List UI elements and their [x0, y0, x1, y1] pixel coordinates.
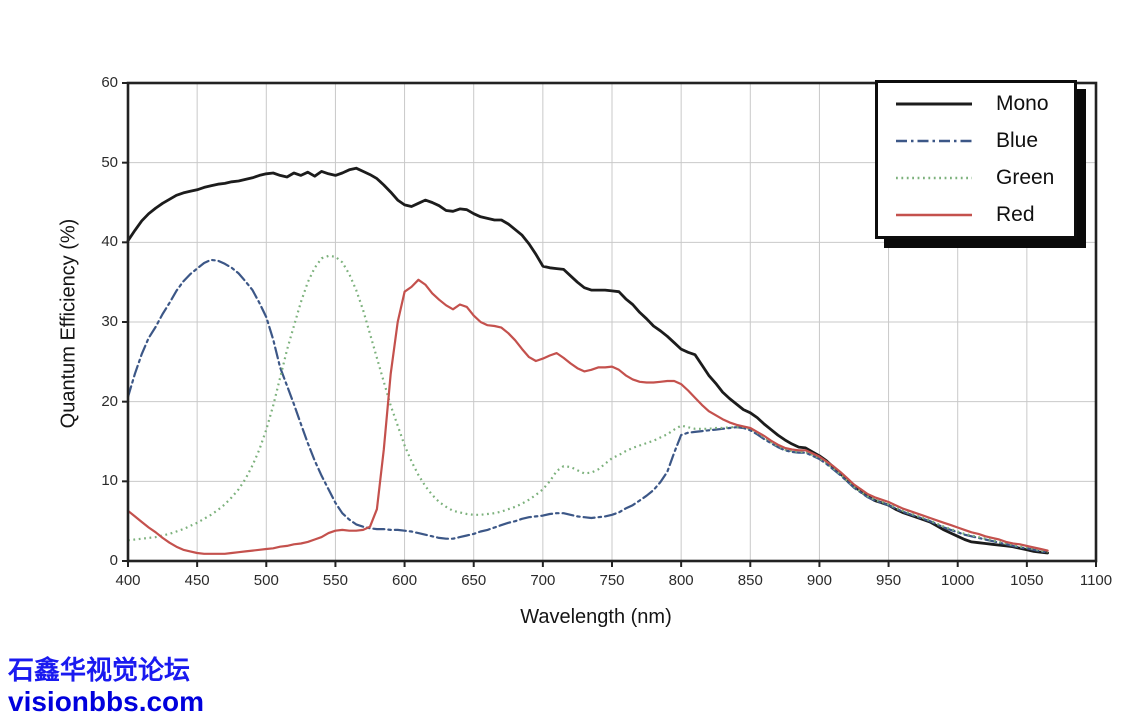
- x-tick-label: 550: [322, 572, 348, 589]
- watermark-site-url: visionbbs.com: [8, 686, 205, 717]
- x-tick-label: 500: [253, 572, 279, 589]
- x-tick-label: 650: [461, 572, 487, 589]
- x-axis-title: Wavelength (nm): [520, 606, 672, 628]
- legend-line-sample-mono: [896, 102, 972, 106]
- series-line-red: [126, 278, 1049, 555]
- legend-row-red: Red: [878, 198, 1074, 232]
- legend-label-green: Green: [996, 165, 1055, 189]
- y-tick-label: 20: [101, 392, 118, 410]
- x-tick-label: 1100: [1079, 572, 1113, 589]
- y-tick-label: 0: [109, 552, 118, 569]
- x-tick-label: 900: [806, 572, 832, 589]
- legend-label-blue: Blue: [996, 129, 1039, 153]
- x-tick-label: 450: [184, 572, 210, 589]
- legend-row-blue: Blue: [878, 124, 1074, 158]
- legend-label-red: Red: [996, 202, 1035, 226]
- x-tick-label: 1050: [1010, 572, 1044, 589]
- x-tick-label: 1000: [941, 572, 975, 589]
- x-tick-label: 400: [115, 572, 141, 589]
- y-tick-label: 50: [101, 153, 118, 171]
- y-tick-label: 30: [101, 313, 118, 330]
- y-tick-label: 10: [101, 472, 118, 490]
- legend-line-sample-green: [896, 176, 972, 180]
- legend-line-sample-blue: [896, 139, 972, 143]
- series-line-green: [127, 254, 1048, 554]
- x-tick-label: 750: [599, 572, 625, 589]
- watermark: 石鑫华视觉论坛 visionbbs.com: [8, 654, 204, 717]
- legend-label-mono: Mono: [996, 92, 1049, 116]
- series-line-blue: [126, 258, 1049, 554]
- x-tick-label: 800: [668, 572, 694, 589]
- x-tick-label: 700: [530, 572, 556, 589]
- legend: Mono Blue Green Red: [875, 80, 1077, 239]
- x-tick-label: 950: [876, 572, 902, 589]
- y-tick-label: 40: [101, 233, 118, 251]
- legend-line-sample-red: [896, 213, 972, 216]
- y-tick-label: 60: [101, 74, 118, 91]
- watermark-forum-name: 石鑫华视觉论坛: [8, 655, 191, 685]
- legend-row-mono: Mono: [878, 87, 1074, 121]
- x-tick-label: 600: [392, 572, 418, 589]
- plot-border: [126, 81, 1098, 563]
- legend-row-green: Green: [878, 161, 1074, 195]
- x-tick-label: 850: [737, 572, 763, 589]
- y-axis-title: Quantum Efficiency (%): [57, 218, 80, 429]
